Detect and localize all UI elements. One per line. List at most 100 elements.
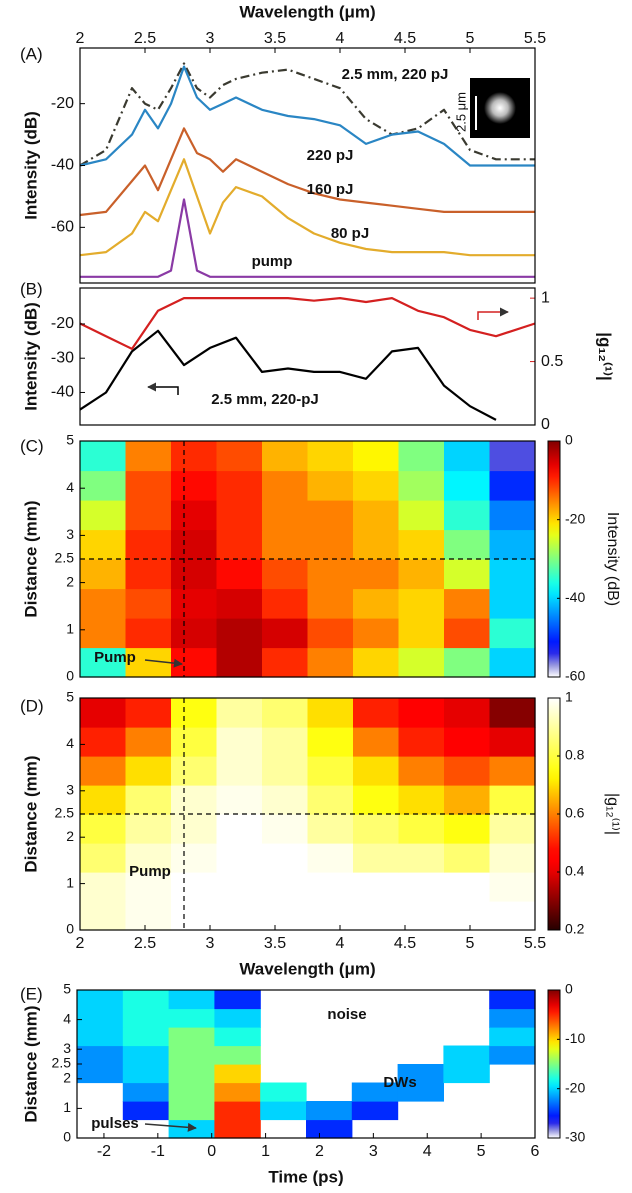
heatmap-cell (444, 814, 491, 844)
colorbar-tick-label: 1 (565, 689, 573, 705)
y-tick-label: -20 (51, 315, 74, 332)
heatmap-cell (444, 647, 491, 678)
x-tick-label: 2 (76, 935, 85, 952)
heatmap-cell (214, 990, 261, 1010)
panel-label: (C) (20, 436, 44, 455)
inset-label: 2.5 μm (453, 92, 468, 132)
x-tick-label: 6 (531, 1143, 540, 1160)
y-tick-label: 4 (63, 1010, 71, 1026)
heatmap-cell (397, 1064, 444, 1084)
series-line (80, 198, 535, 278)
heatmap-cell (168, 1008, 215, 1028)
heatmap-cell (80, 559, 127, 590)
heatmap-cell (168, 1082, 215, 1102)
heatmap-cell (489, 529, 536, 560)
heatmap-cell (444, 618, 491, 649)
y-axis-label: Intensity (dB) (21, 302, 40, 411)
y-tick-label: 3 (66, 782, 74, 798)
annotation: DWs (383, 1074, 416, 1091)
colorbar (547, 440, 561, 678)
heatmap-cell (489, 1008, 536, 1028)
heatmap-cell (306, 1119, 353, 1139)
heatmap-cell (125, 727, 172, 757)
x-tick-label: -1 (151, 1143, 165, 1160)
heatmap-cell (398, 588, 445, 619)
heatmap-cell (260, 1082, 307, 1102)
heatmap-cell (80, 441, 127, 472)
heatmap-cell (171, 814, 218, 844)
series-label: 2.5 mm, 220 pJ (342, 66, 449, 83)
x-tick-label: 3.5 (264, 30, 286, 47)
y2-tick-label: 0 (541, 416, 550, 433)
heatmap-cell (168, 1045, 215, 1065)
heatmap-cell (353, 647, 400, 678)
heatmap-cell (216, 785, 263, 815)
heatmap-cell (489, 698, 536, 728)
heatmap-cell (262, 588, 309, 619)
heatmap-cell (307, 872, 354, 902)
x-tick-label: 5 (466, 935, 475, 952)
series-label: 80 pJ (331, 225, 369, 242)
heatmap-cell (307, 441, 354, 472)
heatmap-cell (307, 698, 354, 728)
heatmap-cell (262, 872, 309, 902)
x-tick-label: 4.5 (394, 935, 416, 952)
heatmap-cell (489, 470, 536, 501)
annotation: pulses (91, 1115, 139, 1132)
y-tick-label: 2 (63, 1070, 71, 1086)
arrow-right (477, 307, 509, 320)
heatmap-cell (398, 843, 445, 873)
colorbar-label: |g₁₂⁽¹⁾| (604, 793, 621, 835)
heatmap-cell (262, 843, 309, 873)
heatmap-cell (307, 500, 354, 531)
annotation: Pump (129, 863, 171, 880)
y-tick-label: 1 (66, 621, 74, 637)
heatmap-cell (171, 647, 218, 678)
x-axis-label: Wavelength (μm) (239, 2, 375, 21)
heatmap-cell (216, 500, 263, 531)
y-tick-label: -40 (51, 384, 74, 401)
heatmap-cell (307, 559, 354, 590)
heatmap-cell (80, 618, 127, 649)
x-tick-label: 3.5 (264, 935, 286, 952)
heatmap-cell (444, 441, 491, 472)
heatmap-cell (353, 698, 400, 728)
heatmap-cell (489, 785, 536, 815)
colorbar (547, 989, 561, 1139)
panel-label: (E) (20, 984, 43, 1003)
heatmap-cell (398, 441, 445, 472)
heatmap-cell (262, 901, 309, 931)
heatmap-cell (444, 500, 491, 531)
heatmap-cell (125, 785, 172, 815)
heatmap-cell (262, 756, 309, 786)
y-axis-label: Distance (mm) (21, 500, 40, 617)
heatmap-cell (398, 901, 445, 931)
heatmap-cell (262, 470, 309, 501)
y-tick-label: 3 (66, 526, 74, 542)
annotation: noise (327, 1006, 366, 1023)
heatmap-cell (216, 470, 263, 501)
heatmap-cell (398, 698, 445, 728)
x-tick-label: 4.5 (394, 30, 416, 47)
heatmap-cell (398, 529, 445, 560)
y-tick-label: 0 (63, 1129, 71, 1145)
panel-label: (D) (20, 696, 44, 715)
heatmap-cell (171, 470, 218, 501)
heatmap-cell (260, 1101, 307, 1121)
heatmap-cell (353, 470, 400, 501)
heatmap-cell (77, 1027, 124, 1047)
heatmap-cell (489, 1027, 536, 1047)
heatmap-cell (398, 872, 445, 902)
heatmap-cell (125, 872, 172, 902)
heatmap-cell (125, 814, 172, 844)
heatmap-cell (80, 727, 127, 757)
heatmap-cell (262, 647, 309, 678)
series-line (79, 297, 536, 350)
x-tick-label: 3 (206, 935, 215, 952)
heatmap-cell (444, 470, 491, 501)
heatmap-cell (351, 1082, 399, 1102)
heatmap-cell (351, 1101, 399, 1121)
series-label: 160 pJ (307, 181, 354, 198)
heatmap-cell (80, 588, 127, 619)
colorbar-tick-label: -40 (565, 589, 585, 605)
